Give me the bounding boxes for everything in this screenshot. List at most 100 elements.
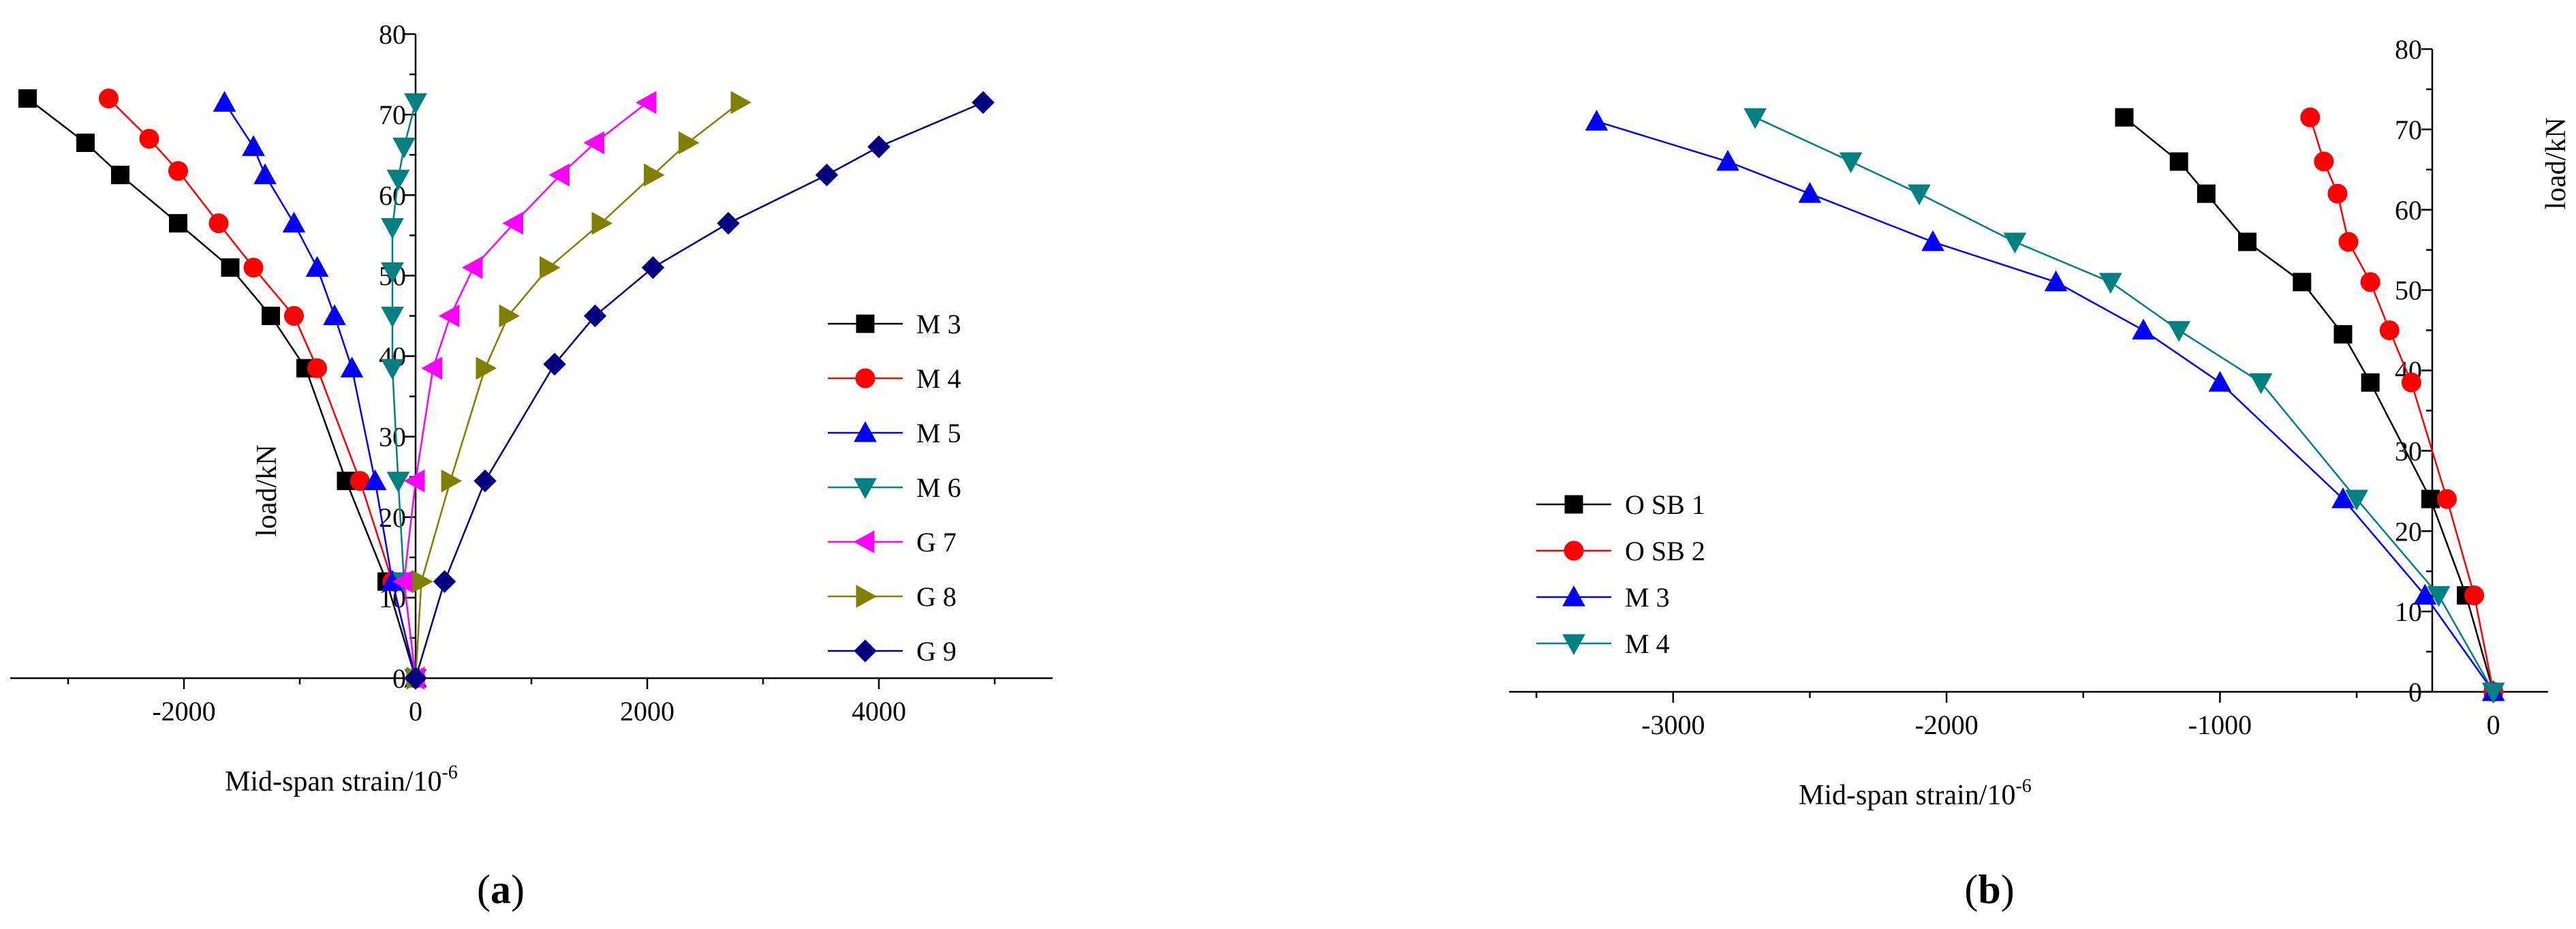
data-point: [262, 306, 280, 325]
series-line: [403, 102, 648, 679]
data-point: [2249, 373, 2273, 395]
legend-marker: [854, 421, 877, 442]
data-point: [540, 256, 561, 279]
data-point: [392, 137, 416, 159]
y-tick-label: 30: [2395, 436, 2422, 466]
data-point: [305, 256, 329, 277]
legend-marker: [856, 585, 878, 608]
series-line: [414, 102, 984, 679]
y-tick-label: 0: [2408, 677, 2422, 707]
data-point: [2044, 270, 2068, 292]
data-point: [18, 89, 37, 108]
data-point: [679, 131, 700, 155]
x-tick-label: -2000: [1914, 710, 1978, 740]
data-point: [583, 304, 607, 328]
data-point: [1908, 184, 1931, 206]
legend: O SB 1 O SB 2 M 3 M 4: [1536, 489, 1705, 659]
data-point: [139, 129, 159, 149]
data-point: [386, 472, 410, 493]
data-point: [972, 91, 995, 115]
y-tick-label: 70: [2395, 115, 2422, 145]
y-tick-label: 0: [392, 663, 406, 694]
y-tick-label: 30: [379, 422, 406, 453]
data-point: [403, 469, 425, 493]
series-line: [223, 102, 417, 679]
legend-label: G 9: [916, 636, 957, 667]
data-point: [543, 352, 566, 376]
data-point: [1921, 230, 1944, 252]
series-g7: [392, 91, 657, 690]
data-point: [381, 262, 404, 284]
data-point: [461, 256, 483, 279]
x-tick-label: 2000: [620, 696, 674, 727]
data-point: [282, 211, 306, 233]
data-point: [169, 214, 187, 233]
data-point: [438, 304, 460, 328]
data-point: [1743, 108, 1767, 130]
x-axis-title: Mid-span strain/10-6: [225, 762, 458, 797]
x-axis-title-exponent: -6: [2015, 776, 2031, 797]
data-point: [476, 356, 497, 380]
panel-label-letter: a: [491, 867, 511, 912]
data-point: [363, 469, 387, 491]
data-point: [2345, 489, 2368, 511]
legend-label: M 3: [916, 309, 961, 339]
data-point: [99, 89, 119, 108]
x-tick-label: -3000: [1641, 710, 1705, 740]
data-point: [2413, 583, 2437, 605]
data-point: [2361, 373, 2380, 392]
legend-label: G 8: [916, 581, 957, 612]
legend-marker: [1562, 585, 1585, 607]
data-point: [1716, 149, 1739, 171]
series-m3: [1585, 110, 2505, 701]
data-point: [2464, 585, 2485, 606]
data-point: [381, 306, 404, 328]
data-point: [2379, 320, 2400, 341]
data-point: [2314, 151, 2334, 172]
x-tick-label: 0: [2487, 710, 2500, 740]
data-point: [2169, 152, 2188, 171]
series-line: [27, 97, 417, 679]
panel-label: (b): [1964, 867, 2014, 912]
y-tick-label: 60: [379, 180, 406, 211]
data-point: [644, 163, 665, 187]
data-point: [2427, 586, 2451, 607]
x-axis-title-base: Mid-span strain/10: [225, 766, 441, 797]
series-line: [108, 97, 417, 679]
data-point: [474, 469, 497, 493]
series-m4: [1743, 108, 2505, 704]
data-point: [381, 359, 404, 380]
data-point: [2327, 183, 2348, 204]
data-point: [441, 469, 463, 493]
data-point: [548, 163, 570, 187]
data-point: [253, 163, 277, 185]
legend-marker: [853, 530, 875, 553]
chart-panel-b: -3000 -2000 -1000 001020304050607080Mid-spa…: [1509, 34, 2572, 912]
legend-marker: [855, 368, 875, 389]
data-point: [2115, 108, 2134, 127]
data-point: [208, 213, 229, 234]
panel-label-open: (: [477, 867, 491, 912]
data-point: [2099, 273, 2122, 294]
data-point: [2208, 371, 2232, 392]
panel-label-close: ): [511, 867, 525, 912]
legend-label: M 3: [1625, 582, 1670, 613]
x-tick-label: -2000: [152, 696, 215, 727]
data-point: [221, 258, 240, 277]
data-point: [243, 258, 264, 278]
panel-label-letter: b: [1978, 867, 2000, 912]
data-point: [2338, 232, 2359, 252]
data-point: [1839, 152, 1863, 174]
x-axis-title-base: Mid-span strain/10: [1799, 780, 2015, 811]
data-point: [2437, 489, 2457, 509]
x-tick-label: -1000: [2188, 710, 2252, 740]
data-point: [404, 667, 427, 690]
data-point: [2360, 272, 2380, 292]
data-point: [2300, 107, 2321, 127]
data-point: [213, 91, 236, 112]
data-point: [2003, 232, 2027, 254]
data-point: [2481, 682, 2505, 704]
data-point: [499, 304, 521, 328]
y-tick-label: 50: [2395, 275, 2422, 306]
